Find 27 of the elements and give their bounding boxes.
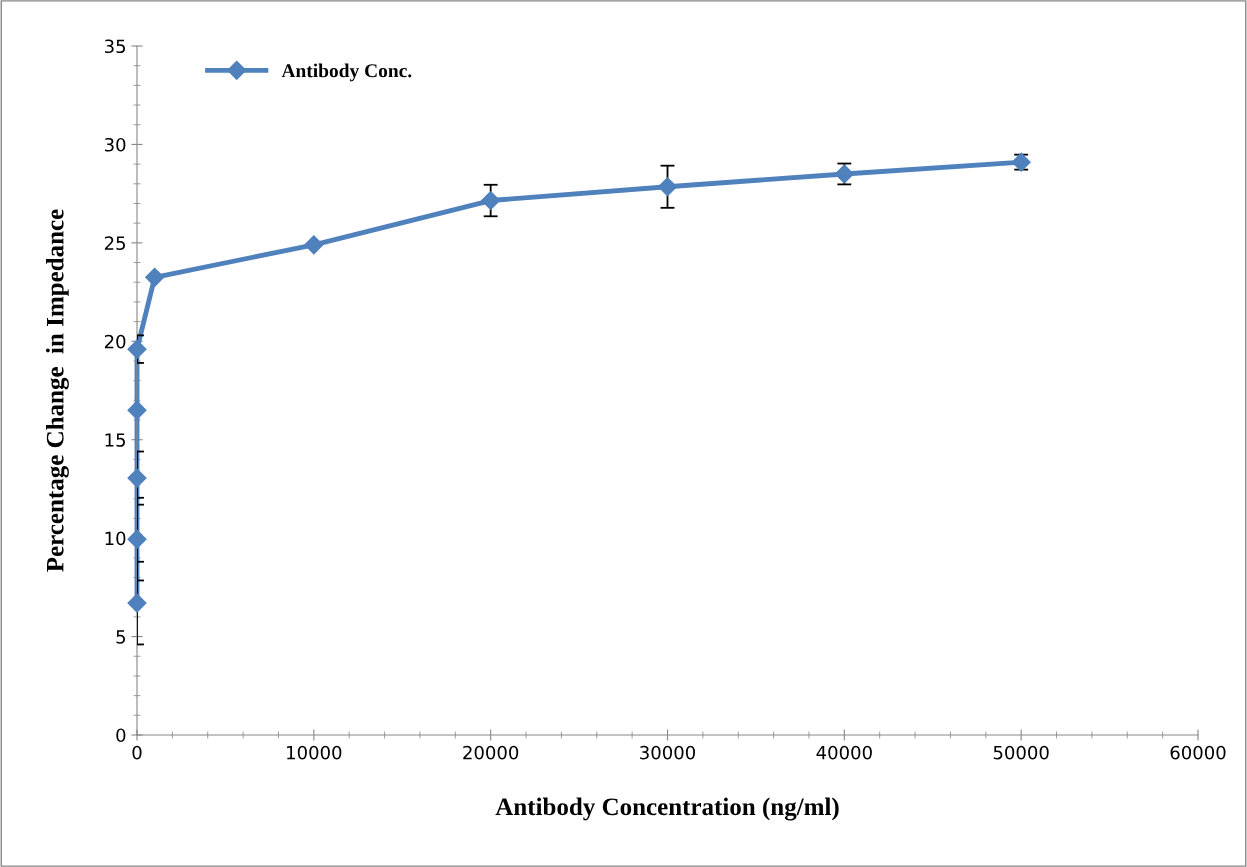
x-tick-label: 40000 (816, 745, 872, 760)
point (127, 593, 147, 613)
y-tick-label: 35 (104, 39, 126, 54)
point (127, 339, 147, 359)
x-tick-label: 50000 (993, 745, 1049, 760)
y-axis-title: Percentage Change in Impedance (46, 209, 69, 572)
point (657, 177, 678, 197)
y-tick-label: 20 (104, 334, 126, 349)
x-tick-label: 30000 (640, 745, 696, 760)
point (127, 468, 147, 488)
point (127, 400, 147, 420)
point (127, 529, 147, 549)
y-tick-label: 30 (104, 137, 126, 152)
x-tick-label: 0 (132, 745, 142, 760)
point (481, 190, 501, 211)
x-axis-title: Antibody Concentration (ng/ml) (495, 797, 839, 821)
y-tick-label: 5 (116, 630, 126, 644)
x-tick-label: 10000 (287, 745, 342, 760)
x-tick-label: 60000 (1170, 745, 1226, 760)
legend-label: Antibody Conc. (281, 63, 412, 82)
y-tick-label: 25 (104, 236, 126, 250)
y-tick-label: 0 (116, 728, 126, 743)
y-tick-label: 15 (105, 433, 126, 447)
y-tick-label: 10 (105, 531, 126, 546)
point (145, 267, 165, 287)
x-tick-label: 20000 (463, 745, 519, 760)
point (304, 235, 324, 255)
